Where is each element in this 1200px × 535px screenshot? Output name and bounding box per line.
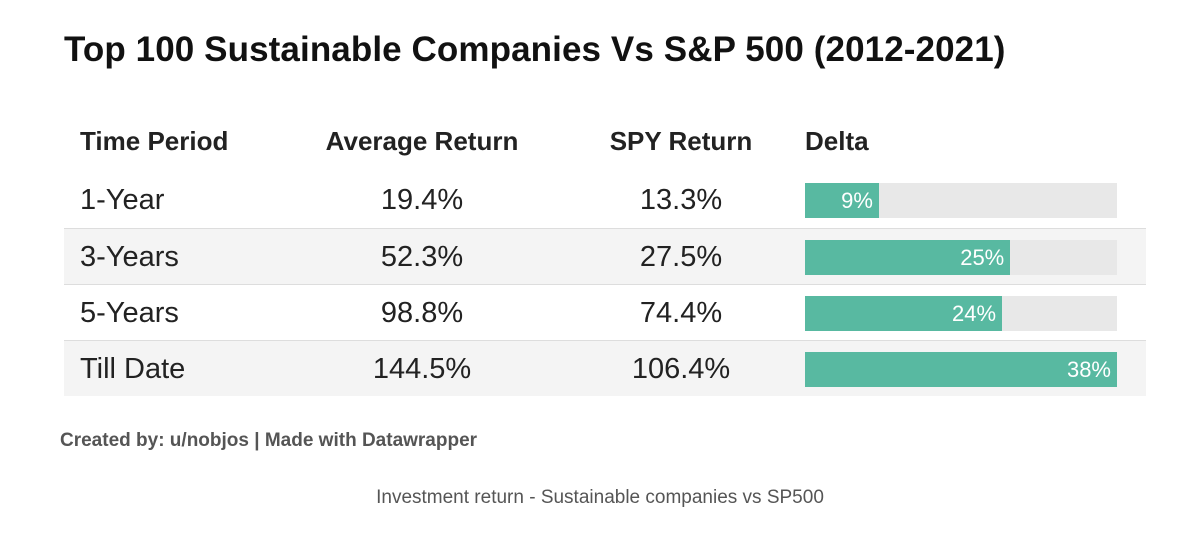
delta-label: 25% — [960, 245, 1005, 270]
table-row: 3-Years 52.3% 27.5% 25% — [64, 228, 1146, 284]
column-header-average-return: Average Return — [325, 126, 519, 156]
table-row: Till Date 144.5% 106.4% 38% — [64, 340, 1146, 396]
time-period-cell: Till Date — [80, 353, 186, 385]
delta-bar-track: 25% — [805, 240, 1117, 275]
table-row: 1-Year 19.4% 13.3% 9% — [64, 172, 1146, 228]
credit-line: Created by: u/nobjos | Made with Datawra… — [60, 430, 478, 451]
average-return-cell: 98.8% — [380, 297, 464, 329]
image-caption: Investment return - Sustainable companie… — [376, 487, 824, 508]
spy-return-cell: 27.5% — [639, 241, 723, 273]
delta-label: 38% — [1066, 357, 1111, 382]
time-period-cell: 5-Years — [80, 297, 179, 329]
delta-bar: 38% — [805, 352, 1117, 387]
average-return-cell: 144.5% — [372, 353, 472, 385]
returns-table: Time Period Average Return SPY Return De… — [64, 116, 1146, 396]
time-period-cell: 3-Years — [80, 241, 179, 273]
delta-bar-track: 24% — [805, 296, 1117, 331]
delta-label: 9% — [841, 188, 873, 213]
delta-label: 24% — [952, 301, 997, 326]
column-header-time-period: Time Period — [80, 126, 229, 156]
spy-return-cell: 74.4% — [639, 297, 723, 329]
average-return-cell: 52.3% — [380, 241, 464, 273]
chart-title: Top 100 Sustainable Companies Vs S&P 500… — [64, 30, 1006, 69]
table-header: Time Period Average Return SPY Return De… — [64, 116, 1146, 172]
column-header-delta: Delta — [805, 126, 869, 156]
delta-bar-track: 9% — [805, 183, 1117, 218]
average-return-cell: 19.4% — [380, 184, 464, 216]
delta-bar: 25% — [805, 240, 1011, 275]
delta-bar: 9% — [805, 183, 879, 218]
column-header-spy-return: SPY Return — [609, 126, 753, 156]
delta-bar-track: 38% — [805, 352, 1117, 387]
delta-bar: 24% — [805, 296, 1003, 331]
spy-return-cell: 106.4% — [631, 353, 731, 385]
table-row: 5-Years 98.8% 74.4% 24% — [64, 284, 1146, 340]
time-period-cell: 1-Year — [80, 184, 165, 216]
spy-return-cell: 13.3% — [639, 184, 723, 216]
